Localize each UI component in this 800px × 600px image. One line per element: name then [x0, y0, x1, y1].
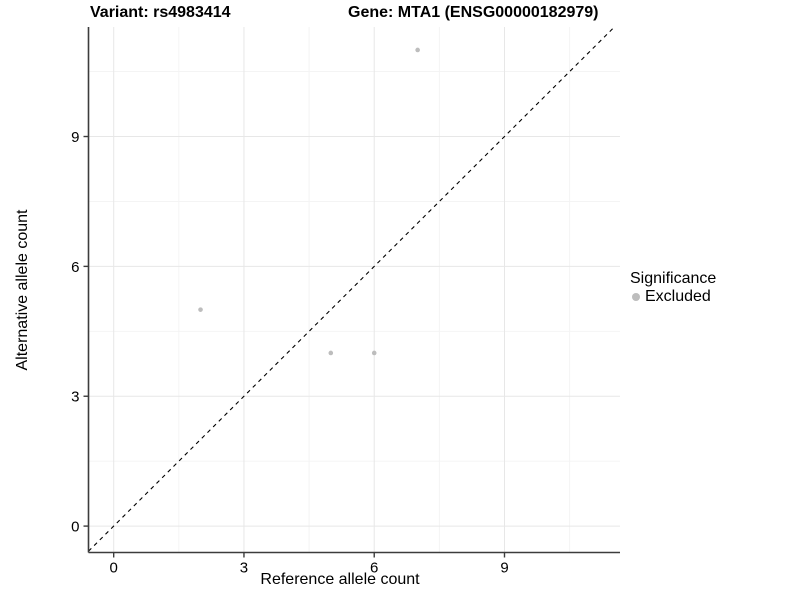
data-point — [198, 307, 203, 312]
plot-title-gene: Gene: MTA1 (ENSG00000182979) — [348, 4, 599, 21]
legend-item-label: Excluded — [645, 288, 711, 305]
legend: Significance Excluded — [630, 270, 795, 305]
y-tick-label: 6 — [71, 259, 79, 276]
x-axis-label: Reference allele count — [260, 571, 420, 588]
x-tick-label: 6 — [370, 560, 378, 577]
data-point — [328, 350, 334, 356]
identity-line — [88, 26, 615, 552]
x-tick-label: 0 — [110, 560, 118, 577]
y-tick-label: 3 — [71, 389, 79, 406]
x-tick-label: 3 — [240, 560, 248, 577]
y-tick-label: 9 — [71, 129, 79, 146]
y-axis-label: Alternative allele count — [14, 209, 31, 371]
data-point — [415, 47, 420, 53]
circle-icon — [632, 292, 640, 301]
legend-title: Significance — [630, 270, 717, 287]
x-tick-label: 9 — [500, 560, 508, 577]
plot-title-variant: Variant: rs4983414 — [90, 4, 231, 21]
data-point — [371, 350, 377, 356]
y-tick-label: 0 — [71, 519, 79, 536]
legend-item-excluded: Excluded — [630, 288, 795, 305]
